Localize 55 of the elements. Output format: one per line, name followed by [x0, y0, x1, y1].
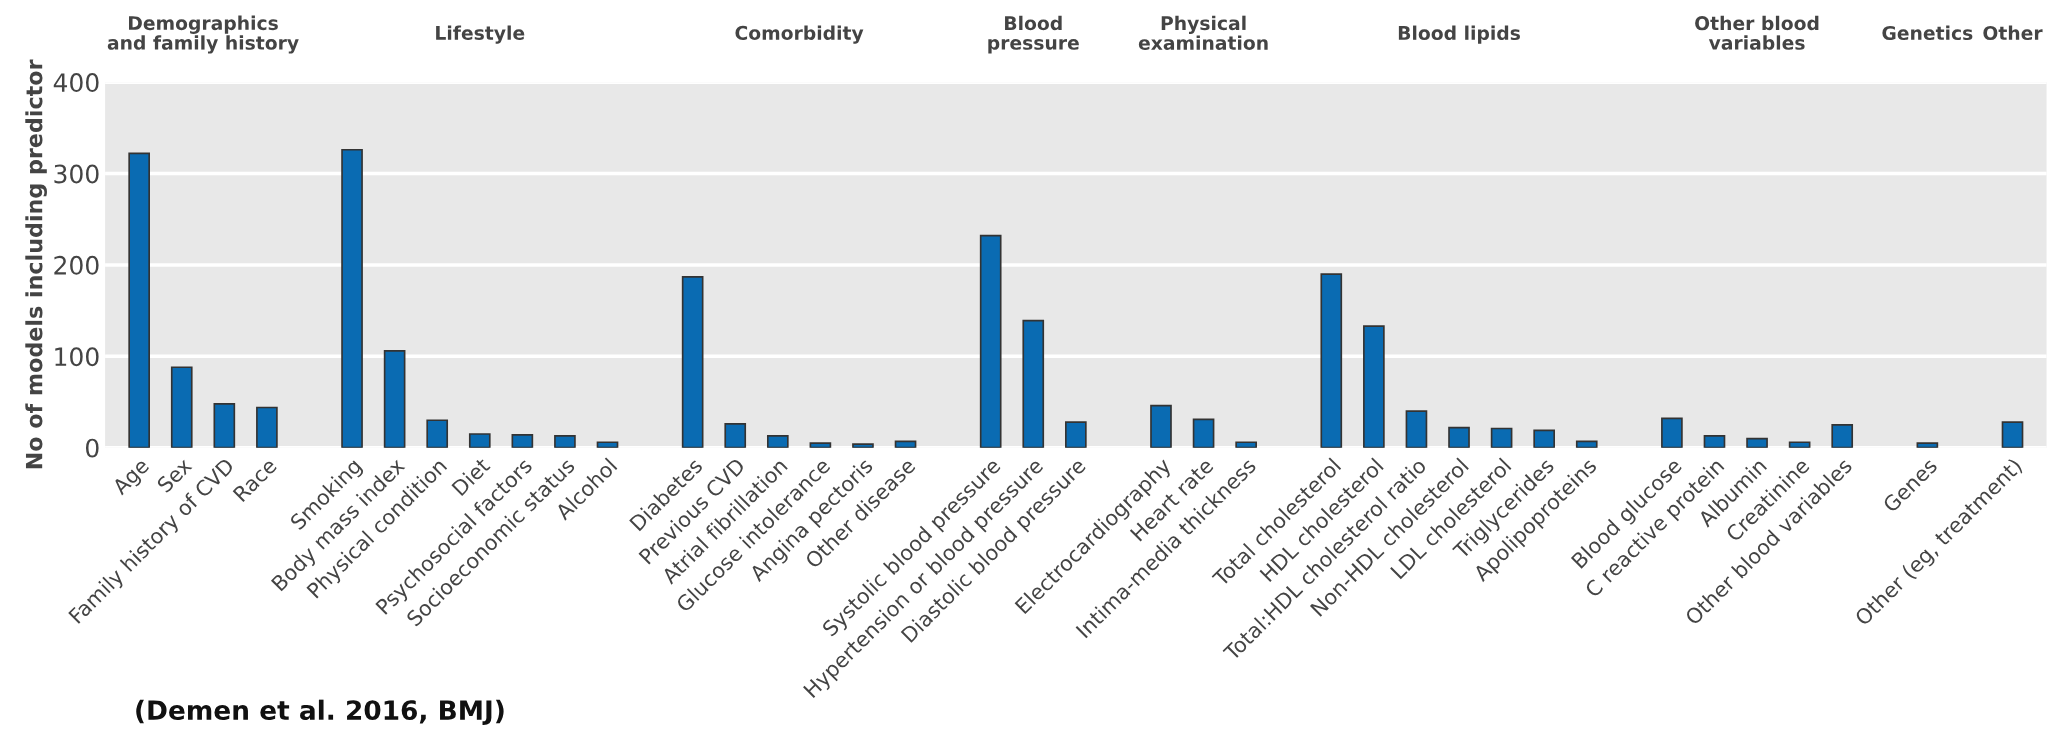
y-axis-title: No of models including predictor [25, 59, 47, 469]
bar [213, 402, 236, 448]
bar [1916, 442, 1939, 448]
bar [1320, 273, 1343, 448]
bar [1490, 427, 1513, 448]
text: Blood pressure [988, 15, 1079, 54]
text: Genetics [1882, 25, 1973, 41]
bar [1235, 441, 1257, 448]
text: Lifestyle [436, 25, 525, 44]
bar [1831, 424, 1854, 448]
y-tick-label: 100 [55, 347, 99, 367]
bar [1192, 418, 1215, 448]
bar [341, 148, 363, 448]
text: Other blood variables [1695, 15, 1819, 50]
bar [426, 419, 449, 448]
bar [1703, 434, 1726, 448]
text: Physical examination [1138, 15, 1268, 50]
bar [1746, 437, 1768, 448]
bar [979, 234, 1002, 448]
bar [766, 434, 789, 448]
text: Other [1983, 25, 2043, 41]
y-tick-label: 400 [53, 73, 99, 92]
text: (Demen et al. 2016, BMJ) [136, 699, 504, 725]
y-tick-label: 300 [54, 164, 99, 184]
bar [809, 442, 832, 448]
y-tick-label: 0 [85, 438, 99, 458]
bar [170, 366, 193, 448]
x-tick-label: Sex [156, 456, 193, 494]
bar [1448, 426, 1470, 448]
bar [468, 433, 491, 448]
bar [681, 275, 704, 448]
bar [1065, 421, 1087, 448]
text: Demographics and family history [107, 15, 299, 54]
bar [2001, 421, 2024, 448]
bar [383, 349, 406, 448]
y-tick-label: 200 [54, 255, 99, 275]
bar [1022, 319, 1045, 448]
bar [1575, 440, 1598, 448]
x-tick-label: Age [111, 457, 153, 499]
bar [1405, 410, 1428, 448]
bar [1150, 404, 1172, 448]
bar [511, 434, 534, 448]
text: Blood lipids [1398, 25, 1520, 44]
bar [1661, 417, 1683, 448]
bar [724, 423, 747, 448]
bar [256, 406, 278, 448]
bar [852, 443, 874, 448]
bar [1788, 441, 1811, 448]
bar [1363, 325, 1385, 448]
bar [128, 152, 151, 448]
bar [894, 440, 917, 448]
bar [554, 434, 576, 448]
bar [1533, 429, 1556, 448]
bar [596, 441, 619, 448]
text: Comorbidity [735, 25, 864, 44]
